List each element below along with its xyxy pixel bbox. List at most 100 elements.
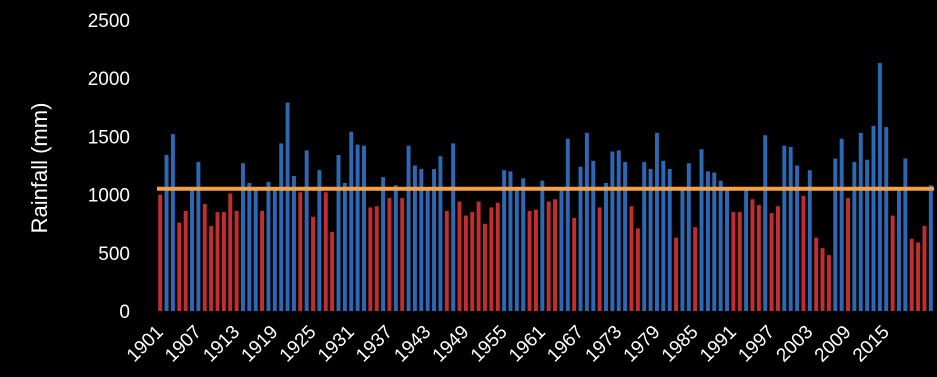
bar-2016 xyxy=(890,215,895,311)
bar-1970 xyxy=(597,207,602,311)
x-tick-label: 1985 xyxy=(658,322,703,367)
bar-1965 xyxy=(565,138,570,311)
bar-1933 xyxy=(362,145,366,311)
bar-1932 xyxy=(355,144,360,311)
bar-2003 xyxy=(807,170,812,311)
bar-1919 xyxy=(272,187,277,311)
bar-1916 xyxy=(253,187,258,311)
x-tick-label: 2015 xyxy=(849,322,894,367)
x-tick-label: 2009 xyxy=(811,322,856,367)
bar-1979 xyxy=(654,132,659,311)
bar-1927 xyxy=(323,192,328,311)
bar-1989 xyxy=(718,180,723,311)
bar-2000 xyxy=(788,146,793,311)
bar-1911 xyxy=(221,212,226,311)
bar-1912 xyxy=(228,193,233,311)
bar-1990 xyxy=(725,188,729,311)
x-tick-label: 1967 xyxy=(543,322,588,367)
x-tick-label: 1931 xyxy=(314,322,359,367)
bar-1987 xyxy=(705,171,710,311)
bar-1940 xyxy=(406,145,411,311)
bar-1910 xyxy=(215,212,220,311)
bar-1949 xyxy=(463,215,468,311)
bar-2012 xyxy=(865,159,870,311)
bar-2010 xyxy=(852,162,857,311)
bar-1954 xyxy=(495,202,500,311)
bar-2004 xyxy=(814,237,819,311)
y-tick-label: 2000 xyxy=(88,69,130,90)
bar-2011 xyxy=(858,132,863,311)
bar-1964 xyxy=(559,188,564,311)
bar-1946 xyxy=(444,210,449,311)
bar-1986 xyxy=(699,149,704,311)
y-tick-label: 1500 xyxy=(88,127,130,148)
bar-1976 xyxy=(635,228,640,311)
bar-1968 xyxy=(584,132,589,311)
bar-1937 xyxy=(387,198,392,311)
bar-1978 xyxy=(648,168,653,311)
bar-1938 xyxy=(393,185,398,311)
bar-1958 xyxy=(521,178,526,311)
bar-1991 xyxy=(731,212,736,311)
bar-1961 xyxy=(540,180,545,311)
bar-1959 xyxy=(527,210,532,311)
bar-1925 xyxy=(311,216,316,311)
bar-1951 xyxy=(476,201,481,311)
bar-1929 xyxy=(336,155,341,311)
bar-1998 xyxy=(775,206,780,311)
bar-1997 xyxy=(769,213,774,311)
bar-1902 xyxy=(164,155,169,311)
bar-2018 xyxy=(903,158,908,311)
bar-1996 xyxy=(763,135,768,311)
x-tick-label: 1949 xyxy=(429,322,474,367)
y-axis-ticks: 0 500 1000 1500 2000 2500 xyxy=(88,11,130,323)
bar-1901 xyxy=(158,194,163,311)
x-tick-label: 1919 xyxy=(238,322,283,367)
bar-1917 xyxy=(260,210,265,311)
x-tick-label: 1901 xyxy=(123,322,168,367)
bar-1942 xyxy=(419,168,424,311)
bar-1992 xyxy=(737,212,742,311)
bar-1956 xyxy=(508,171,513,311)
bar-2007 xyxy=(833,158,838,311)
bar-1905 xyxy=(183,210,188,311)
bar-1955 xyxy=(502,170,507,311)
bar-1907 xyxy=(196,162,201,311)
bar-1981 xyxy=(667,168,672,311)
bar-2015 xyxy=(884,127,889,311)
bar-1909 xyxy=(209,226,214,311)
bar-1930 xyxy=(342,182,347,311)
bar-1971 xyxy=(604,182,608,311)
bar-1913 xyxy=(234,210,239,311)
bar-1915 xyxy=(247,182,252,311)
bar-1993 xyxy=(744,188,749,311)
x-tick-label: 1979 xyxy=(620,322,665,367)
bar-1904 xyxy=(177,222,182,311)
bar-1953 xyxy=(489,207,494,311)
bar-1957 xyxy=(514,188,519,311)
bar-1966 xyxy=(572,217,577,311)
bar-1906 xyxy=(190,188,194,311)
bar-1926 xyxy=(317,170,322,311)
bar-1983 xyxy=(680,188,685,311)
bar-1944 xyxy=(432,168,437,311)
bar-1908 xyxy=(202,203,207,311)
bar-1931 xyxy=(349,131,354,311)
bar-1973 xyxy=(616,150,621,311)
bar-1939 xyxy=(400,198,405,311)
bar-1918 xyxy=(266,181,271,311)
bar-1960 xyxy=(533,209,538,311)
bar-1975 xyxy=(629,206,634,311)
x-tick-label: 2003 xyxy=(773,322,818,367)
bar-1985 xyxy=(693,227,698,311)
bar-1941 xyxy=(412,165,417,311)
bar-1994 xyxy=(750,199,755,311)
bar-1921 xyxy=(285,102,290,311)
x-tick-label: 1907 xyxy=(161,322,206,367)
bar-1947 xyxy=(451,143,456,311)
bar-undefined xyxy=(922,226,927,311)
bar-1935 xyxy=(374,206,379,311)
bar-2017 xyxy=(897,187,901,311)
bar-1920 xyxy=(279,143,284,311)
bar-1950 xyxy=(470,212,475,311)
